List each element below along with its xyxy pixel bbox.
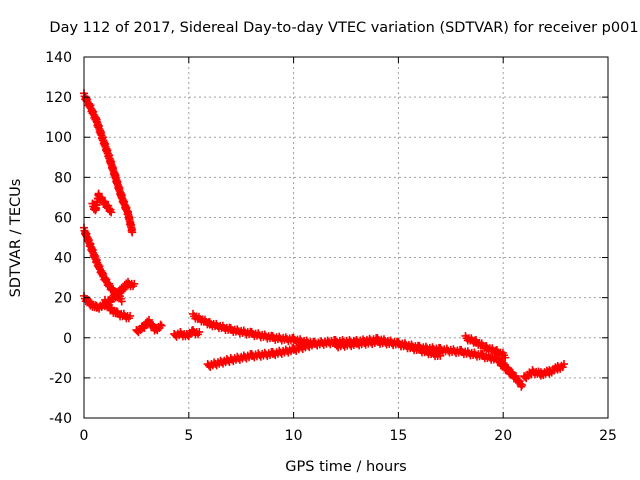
x-axis-label: GPS time / hours — [285, 459, 406, 475]
marker-plus — [518, 381, 527, 390]
y-tick-label: 100 — [45, 130, 72, 146]
marker-plus — [128, 228, 137, 237]
y-tick-label: 80 — [54, 170, 72, 186]
marker-plus — [126, 311, 135, 320]
marker-plus — [117, 297, 126, 306]
y-axis-label: SDTVAR / TECUs — [8, 179, 24, 298]
marker-plus — [157, 321, 166, 330]
series-arc-6 — [132, 315, 166, 337]
series-arc-1 — [80, 89, 137, 237]
marker-plus — [195, 327, 204, 336]
x-axis-ticks: 0 5 10 15 20 25 — [80, 57, 617, 444]
y-axis-ticks: -40 -20 0 20 40 60 80 100 120 140 — [45, 50, 608, 427]
series-arc-13 — [495, 356, 527, 391]
series-arc-3 — [88, 189, 116, 217]
y-tick-label: -20 — [49, 371, 72, 387]
marker-plus — [107, 208, 116, 217]
x-tick-label: 5 — [184, 428, 193, 444]
series-arc-7 — [170, 325, 204, 341]
x-tick-label: 25 — [599, 428, 617, 444]
y-tick-label: -40 — [49, 411, 72, 427]
x-tick-label: 0 — [80, 428, 89, 444]
data-points — [80, 89, 568, 391]
marker-plus — [156, 320, 165, 329]
plot-frame — [83, 56, 609, 419]
series-arc-8 — [188, 309, 319, 349]
series-arc-12 — [461, 331, 510, 362]
y-tick-label: 40 — [54, 251, 72, 267]
x-tick-label: 15 — [389, 428, 407, 444]
marker-plus — [559, 360, 568, 369]
marker-plus — [501, 353, 510, 362]
series-arc-14 — [520, 360, 568, 383]
marker-plus — [130, 279, 139, 288]
chart-title: Day 112 of 2017, Sidereal Day-to-day VTE… — [49, 20, 638, 36]
grid-lines — [84, 57, 608, 418]
series-arc-11 — [331, 335, 518, 380]
x-tick-label: 10 — [285, 428, 303, 444]
y-tick-label: 120 — [45, 90, 72, 106]
y-tick-label: 140 — [45, 50, 72, 66]
y-tick-label: 0 — [63, 331, 72, 347]
y-tick-label: 20 — [54, 291, 72, 307]
x-tick-label: 20 — [494, 428, 512, 444]
series-arc-5 — [100, 295, 135, 323]
y-tick-label: 60 — [54, 210, 72, 226]
